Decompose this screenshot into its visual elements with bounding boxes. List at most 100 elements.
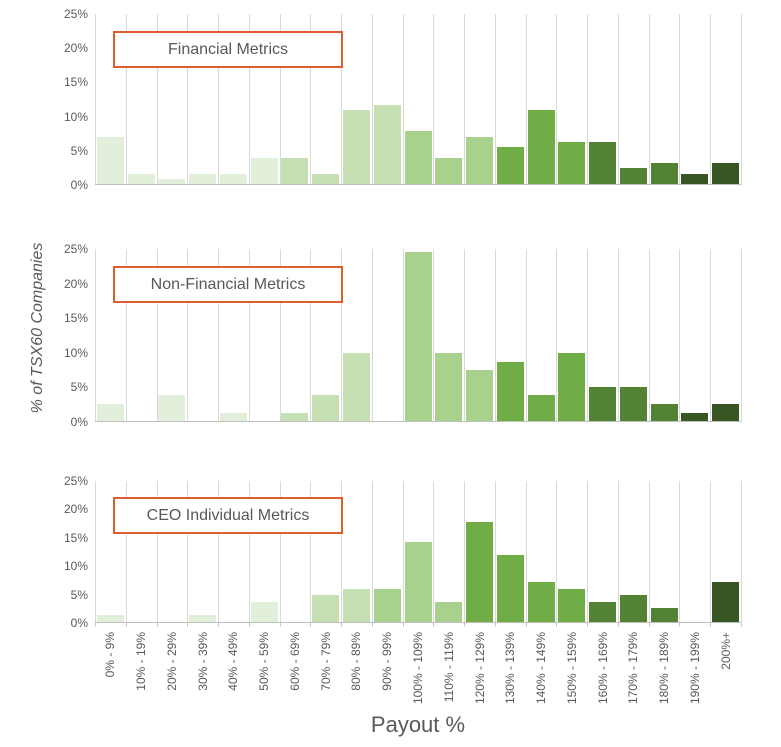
gridline: [679, 481, 681, 623]
y-tick-label: 10%: [63, 345, 88, 360]
x-tick-mark: [310, 623, 312, 627]
gridline: [587, 481, 589, 623]
gridline: [464, 249, 466, 422]
gridline: [279, 249, 281, 422]
bar-160% - 169%: [589, 387, 617, 421]
gridline: [433, 481, 435, 623]
x-category-label: 20% - 29%: [164, 632, 179, 691]
x-tick-mark: [156, 623, 158, 627]
chart-title-label: CEO Individual Metrics: [146, 506, 310, 524]
gridline: [741, 14, 742, 185]
gridline: [218, 14, 220, 185]
bar-150% - 159%: [558, 588, 586, 622]
plot-area-2: [95, 249, 742, 422]
x-category-label: 110% - 119%: [441, 632, 456, 703]
bar-130% - 139%: [496, 147, 524, 184]
y-tick-label: 15%: [63, 311, 88, 326]
bar-110% - 119%: [435, 353, 463, 421]
bar-90% - 99%: [373, 588, 401, 622]
x-tick-mark: [371, 623, 373, 627]
x-category-label: 200%+: [718, 632, 733, 670]
x-tick-mark: [279, 623, 281, 627]
gridline: [525, 249, 527, 422]
gridline: [95, 249, 96, 422]
gridline: [494, 14, 496, 185]
gridline: [556, 249, 558, 422]
gridline: [402, 481, 404, 623]
bar-170% - 179%: [619, 168, 647, 184]
gridline: [125, 14, 127, 185]
x-tick-mark: [218, 623, 220, 627]
bar-50% - 59%: [250, 602, 278, 622]
x-category-label: 190% - 199%: [687, 632, 702, 705]
bar-130% - 139%: [496, 362, 524, 421]
gridline: [525, 14, 527, 185]
x-tick-mark: [464, 623, 466, 627]
bar-90% - 99%: [373, 105, 401, 184]
bar-150% - 159%: [558, 141, 586, 184]
x-category-label: 150% - 159%: [564, 632, 579, 705]
gridline: [248, 249, 250, 422]
gridline: [371, 481, 373, 623]
y-tick-label: 25%: [63, 242, 88, 256]
bar-100% - 109%: [404, 252, 432, 421]
bar-140% - 149%: [527, 110, 555, 184]
gridline: [464, 481, 466, 623]
y-tick-label: 0%: [70, 178, 88, 192]
y-tick-label: 15%: [63, 75, 88, 90]
y-tick-label: 25%: [63, 474, 88, 488]
y-tick-label: 20%: [63, 276, 88, 291]
x-category-label: 120% - 129%: [472, 632, 487, 705]
gridline: [371, 249, 373, 422]
chart-title-label: Financial Metrics: [167, 40, 289, 58]
gridline: [371, 14, 373, 185]
gridline: [341, 249, 343, 422]
bar-100% - 109%: [404, 541, 432, 622]
y-tick-label: 20%: [63, 502, 88, 517]
gridline: [341, 14, 343, 185]
bar-170% - 179%: [619, 595, 647, 622]
gridline: [125, 481, 127, 623]
bar-110% - 119%: [435, 158, 463, 184]
x-category-label: 50% - 59%: [257, 632, 272, 691]
x-category-label: 130% - 139%: [503, 632, 518, 705]
y-tick-label: 10%: [63, 559, 88, 574]
y-tick-label: 20%: [63, 41, 88, 56]
bar-160% - 169%: [589, 141, 617, 184]
x-axis-title: Payout %: [370, 712, 466, 737]
x-tick-mark: [648, 623, 650, 627]
gridline: [310, 249, 312, 422]
bar-150% - 159%: [558, 353, 586, 421]
bar-120% - 129%: [466, 370, 494, 421]
gridline: [279, 14, 281, 185]
gridline: [679, 249, 681, 422]
x-tick-mark: [710, 623, 712, 627]
x-category-label: 170% - 179%: [626, 632, 641, 705]
gridline: [648, 481, 650, 623]
bar-200%+: [712, 162, 740, 184]
bar-70% - 79%: [312, 395, 340, 421]
gridline: [218, 249, 220, 422]
x-tick-mark: [556, 623, 558, 627]
bar-70% - 79%: [312, 595, 340, 622]
bar-10% - 19%: [127, 173, 155, 184]
x-tick-mark: [587, 623, 589, 627]
x-category-label: 180% - 189%: [657, 632, 672, 705]
chart-title-ceo-individual-metrics: CEO Individual Metrics: [113, 497, 343, 534]
x-tick-mark: [679, 623, 681, 627]
gridline: [218, 481, 220, 623]
bar-110% - 119%: [435, 602, 463, 622]
gridline: [187, 249, 189, 422]
gridline: [310, 14, 312, 185]
x-tick-mark: [525, 623, 527, 627]
gridline: [187, 14, 189, 185]
bar-200%+: [712, 581, 740, 622]
y-tick-label: 0%: [70, 616, 88, 630]
x-tick-mark: [341, 623, 343, 627]
x-axis-line: [95, 421, 741, 422]
gridline: [95, 481, 96, 623]
gridline: [710, 14, 712, 185]
gridline: [402, 14, 404, 185]
x-tick-mark: [494, 623, 496, 627]
bar-120% - 129%: [466, 136, 494, 184]
